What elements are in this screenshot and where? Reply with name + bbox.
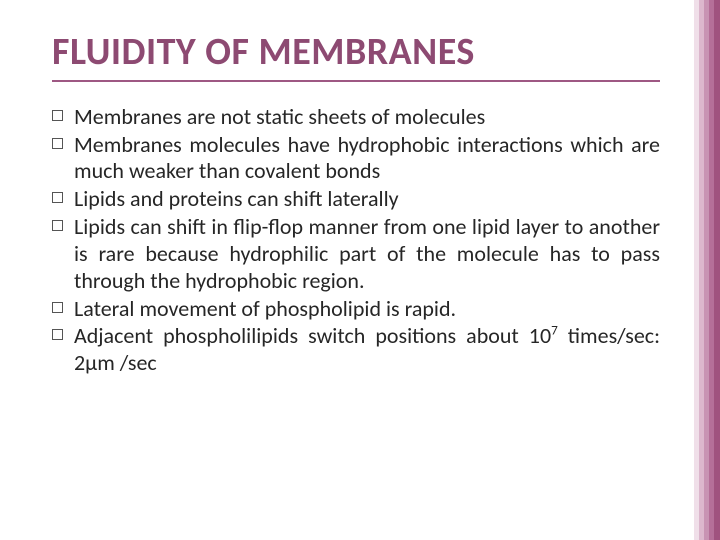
- slide-title: FLUIDITY OF MEMBRANES: [52, 32, 660, 74]
- bullet-item: Lipids can shift in flip-flop manner fro…: [52, 214, 660, 294]
- bullet-item: Adjacent phospholilipids switch position…: [52, 323, 660, 377]
- slide: FLUIDITY OF MEMBRANES Membranes are not …: [0, 0, 720, 540]
- bullet-list: Membranes are not static sheets of molec…: [52, 104, 660, 377]
- bullet-item: Membranes molecules have hydrophobic int…: [52, 132, 660, 186]
- title-underline: [52, 80, 660, 82]
- gradient-stripe: [714, 0, 720, 540]
- bullet-item: Membranes are not static sheets of molec…: [52, 104, 660, 131]
- bullet-item: Lipids and proteins can shift laterally: [52, 186, 660, 213]
- side-gradient-decoration: [690, 0, 720, 540]
- bullet-item: Lateral movement of phospholipid is rapi…: [52, 296, 660, 323]
